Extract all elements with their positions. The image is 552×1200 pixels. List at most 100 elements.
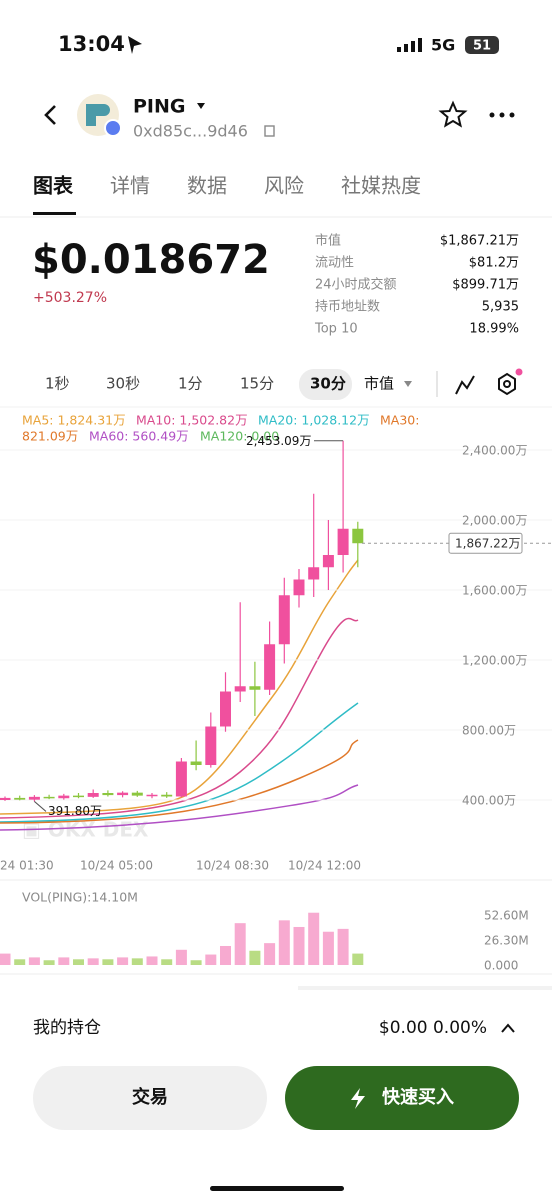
candle-body: [190, 761, 202, 765]
volume-tick-label: 26.30M: [484, 934, 529, 948]
more-button[interactable]: [489, 112, 515, 118]
candle-body: [102, 793, 114, 796]
stat-value: 5,935: [482, 300, 519, 315]
stat-label: 市值: [315, 233, 341, 249]
candle-body: [352, 528, 364, 544]
ma-legend: MA10: 1,502.82万: [136, 413, 248, 428]
ma-legend: 821.09万: [22, 429, 78, 444]
volume-bar: [220, 945, 231, 965]
low-pointer: [34, 801, 47, 812]
tab[interactable]: 图表: [33, 174, 74, 198]
y-tick-label: 2,000.00万: [462, 514, 527, 528]
metric-selector[interactable]: 市值: [364, 375, 394, 393]
x-tick-label: 10/24 05:00: [80, 859, 153, 873]
volume-bar: [205, 954, 217, 965]
indicator-button[interactable]: [455, 375, 475, 395]
volume-bar: [337, 928, 349, 965]
stat-label: Top 10: [314, 322, 358, 337]
y-tick-label: 1,600.00万: [462, 584, 527, 598]
holdings-value: $0.00 0.00%: [379, 1018, 487, 1038]
stat-label: 持币地址数: [315, 300, 380, 315]
token-name[interactable]: PING: [133, 96, 186, 118]
candle-body: [146, 794, 158, 797]
candle-body: [308, 567, 320, 580]
current-price-label: 1,867.22万: [455, 537, 520, 551]
location-icon: [128, 36, 142, 54]
back-button[interactable]: [44, 105, 56, 125]
candle-body: [28, 796, 40, 800]
y-tick-label: 400.00万: [462, 794, 516, 808]
token-dropdown[interactable]: [197, 103, 205, 109]
candle-body: [73, 795, 84, 798]
candle-body: [87, 793, 99, 797]
settings-button[interactable]: [498, 372, 516, 396]
holdings-toggle[interactable]: [501, 1023, 515, 1033]
volume-bar: [308, 912, 320, 965]
y-tick-label: 800.00万: [462, 724, 516, 738]
volume-tick-label: 52.60M: [484, 909, 529, 923]
tab[interactable]: 社媒热度: [341, 174, 421, 198]
current-price-box: [448, 532, 523, 554]
y-tick-label: 2,400.00万: [462, 444, 527, 458]
tab[interactable]: 风险: [264, 174, 304, 198]
interval[interactable]: 30分: [310, 375, 346, 393]
signal-icon: [397, 38, 422, 52]
interval-selected: [299, 369, 352, 400]
ma-legend: MA60: 560.49万: [89, 429, 189, 444]
volume-bar: [322, 931, 334, 965]
tab[interactable]: 数据: [187, 174, 227, 198]
volume-bar: [190, 960, 202, 965]
candle-body: [293, 579, 305, 596]
ma-legend: MA120: 0.00: [200, 429, 279, 444]
x-tick-label: 24 01:30: [0, 859, 54, 873]
quick-buy-button[interactable]: [285, 1066, 519, 1130]
ma-legend: MA20: 1,028.12万: [258, 413, 370, 428]
avatar-art: [86, 104, 110, 126]
favorite-button[interactable]: [438, 100, 468, 128]
metric-dropdown[interactable]: [404, 381, 412, 387]
volume-bar: [43, 960, 55, 965]
candle-body: [205, 726, 217, 765]
copy-icon[interactable]: [264, 125, 275, 137]
status-time: 13:04: [58, 32, 125, 56]
interval[interactable]: 15分: [240, 375, 274, 393]
volume-bar: [117, 957, 129, 965]
interval[interactable]: 1分: [178, 375, 203, 393]
candle-body: [322, 555, 334, 568]
interval[interactable]: 1秒: [45, 375, 70, 393]
volume-bar: [87, 958, 99, 965]
tab[interactable]: 详情: [110, 174, 150, 198]
trade-button[interactable]: [33, 1066, 267, 1130]
low-label: 391.80万: [48, 804, 102, 818]
volume-bar: [28, 957, 40, 965]
volume-bar: [131, 958, 143, 965]
candle-body: [161, 794, 173, 797]
volume-bar: [175, 949, 187, 965]
candle-body: [278, 595, 290, 645]
volume-bar: [264, 943, 276, 965]
trade-label: 交易: [132, 1086, 168, 1108]
stat-label: 流动性: [315, 256, 354, 271]
price-change: +503.27%: [33, 290, 107, 306]
volume-bar: [146, 956, 158, 965]
volume-title: VOL(PING):14.10M: [22, 890, 138, 905]
stat-label: 24小时成交额: [315, 277, 397, 293]
candle-body: [220, 691, 231, 727]
volume-bar: [249, 950, 261, 965]
ma-legend: MA5: 1,824.31万: [22, 413, 126, 428]
interval[interactable]: 30秒: [106, 375, 140, 393]
ma-legend: MA30:: [380, 413, 419, 428]
token-address: 0xd85c...9d46: [133, 122, 248, 141]
candle-body: [43, 796, 55, 799]
battery-level: 51: [473, 39, 491, 54]
candle-body: [249, 686, 261, 690]
volume-tick-label: 0.000: [484, 959, 518, 973]
notification-dot: [515, 368, 523, 376]
volume-bar: [234, 923, 246, 965]
candle-body: [131, 792, 143, 796]
quick-buy-label: 快速买入: [382, 1086, 454, 1108]
stat-value: 18.99%: [469, 322, 519, 337]
stat-value: $81.2万: [469, 256, 519, 271]
